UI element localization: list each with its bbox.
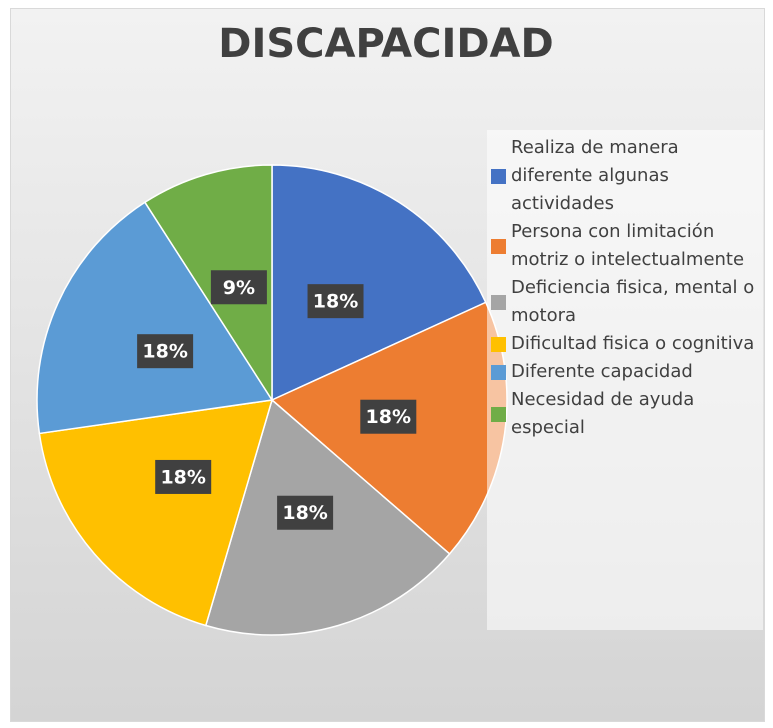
pie-slice [38, 399, 274, 627]
data-label: 9% [223, 277, 255, 299]
legend-label: Dificultad fisica o cognitiva [511, 333, 755, 354]
data-label-box [307, 284, 364, 319]
legend-label: Necesidad de ayuda especial [511, 389, 695, 438]
legend-swatch [491, 406, 506, 422]
legend-swatch [491, 238, 506, 254]
data-label: 18% [366, 406, 411, 428]
legend-swatch [491, 168, 506, 184]
legend-swatch [491, 364, 506, 380]
legend-item: Necesidad de ayuda especial [491, 386, 763, 442]
legend-label: Persona con limitación motriz o intelect… [511, 221, 745, 270]
chart-title: DISCAPACIDAD [218, 21, 553, 67]
data-label: 18% [142, 341, 187, 363]
legend-label: Realiza de manera diferente algunas acti… [511, 137, 679, 214]
data-label: 18% [282, 502, 327, 524]
data-label-box [137, 334, 194, 369]
data-label-box [360, 399, 417, 434]
data-label: 18% [313, 291, 358, 313]
data-label-box [277, 495, 334, 530]
legend: Realiza de manera diferente algunas acti… [487, 130, 763, 630]
legend-swatch [491, 336, 506, 352]
legend-item: Diferente capacidad [491, 358, 763, 386]
data-label-box [155, 459, 212, 494]
pie-slice [143, 164, 273, 403]
legend-item: Deficiencia fisica, mental o motora [491, 274, 763, 330]
legend-label: Diferente capacidad [511, 361, 693, 382]
pie-slice [271, 164, 487, 402]
data-label-box [210, 270, 267, 305]
legend-swatch [491, 294, 506, 310]
data-label: 18% [160, 466, 205, 488]
legend-item: Persona con limitación motriz o intelect… [491, 218, 763, 274]
pie-slice [36, 201, 274, 435]
legend-item: Dificultad fisica o cognitiva [491, 330, 763, 358]
legend-item: Realiza de manera diferente algunas acti… [491, 134, 763, 218]
legend-label: Deficiencia fisica, mental o motora [511, 277, 755, 326]
